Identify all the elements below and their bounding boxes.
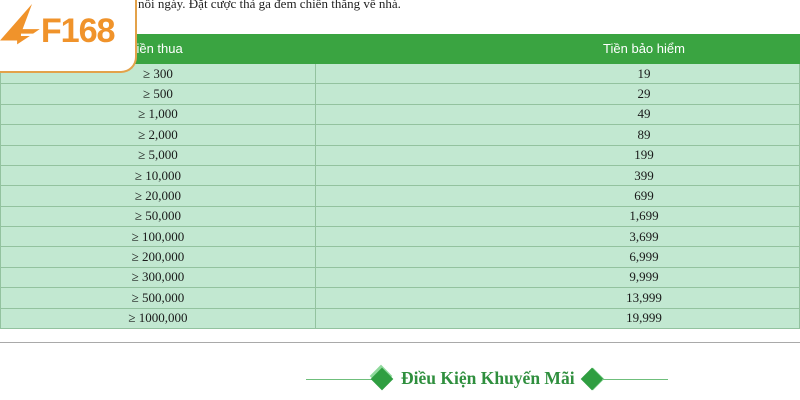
- svg-text:F168: F168: [41, 12, 115, 50]
